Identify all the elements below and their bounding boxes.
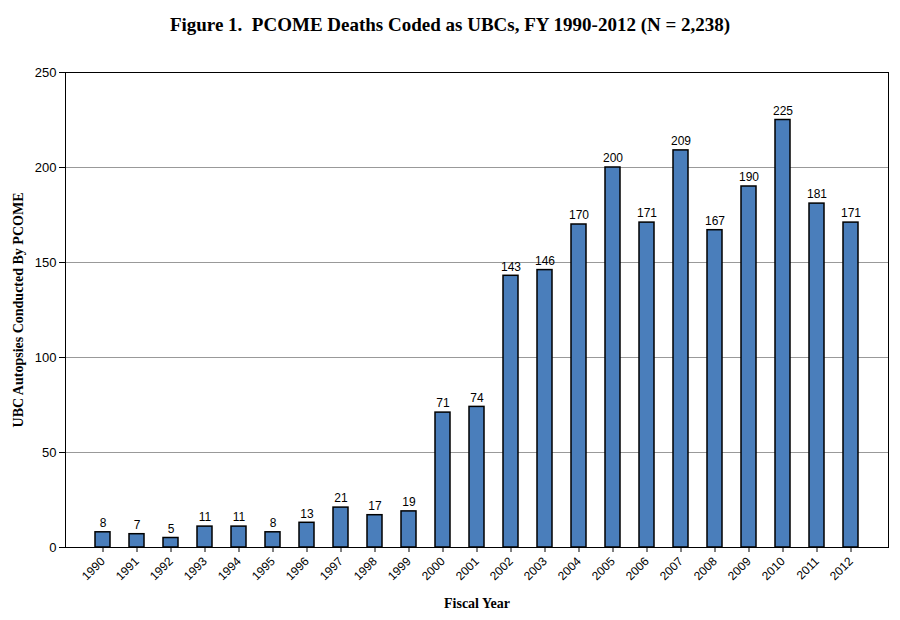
svg-text:71: 71 [436, 396, 450, 410]
svg-text:209: 209 [671, 134, 691, 148]
svg-text:13: 13 [300, 507, 314, 521]
svg-text:1996: 1996 [283, 554, 312, 583]
svg-text:171: 171 [637, 206, 657, 220]
svg-text:1993: 1993 [181, 554, 210, 583]
svg-text:170: 170 [569, 208, 589, 222]
svg-text:21: 21 [334, 491, 348, 505]
svg-text:1992: 1992 [147, 554, 176, 583]
svg-text:167: 167 [705, 214, 725, 228]
svg-text:1998: 1998 [351, 554, 380, 583]
svg-text:74: 74 [470, 391, 484, 405]
svg-text:19: 19 [402, 495, 416, 509]
svg-text:2005: 2005 [589, 554, 618, 583]
svg-text:225: 225 [773, 104, 793, 118]
svg-text:0: 0 [49, 540, 56, 555]
svg-text:250: 250 [35, 65, 57, 80]
svg-text:17: 17 [368, 499, 382, 513]
svg-text:1994: 1994 [215, 554, 244, 583]
svg-text:2006: 2006 [623, 554, 652, 583]
svg-text:146: 146 [535, 254, 555, 268]
svg-text:5: 5 [168, 522, 175, 536]
svg-text:200: 200 [35, 160, 57, 175]
svg-text:190: 190 [739, 170, 759, 184]
svg-text:200: 200 [603, 151, 623, 165]
svg-text:143: 143 [501, 260, 521, 274]
svg-text:11: 11 [233, 510, 246, 524]
svg-text:100: 100 [35, 350, 57, 365]
svg-text:2000: 2000 [419, 554, 448, 583]
svg-text:2011: 2011 [794, 554, 822, 582]
svg-text:1995: 1995 [249, 554, 278, 583]
svg-text:1990: 1990 [79, 554, 108, 583]
svg-text:2010: 2010 [759, 554, 788, 583]
svg-text:1999: 1999 [385, 554, 414, 583]
svg-text:2003: 2003 [521, 554, 550, 583]
svg-text:8: 8 [270, 516, 277, 530]
svg-text:8: 8 [100, 516, 107, 530]
svg-text:11: 11 [199, 510, 212, 524]
svg-text:2009: 2009 [725, 554, 754, 583]
svg-text:150: 150 [35, 255, 57, 270]
svg-text:2002: 2002 [487, 554, 516, 583]
svg-text:181: 181 [807, 187, 827, 201]
svg-text:2008: 2008 [691, 554, 720, 583]
svg-text:Fiscal Year: Fiscal Year [444, 596, 510, 611]
svg-text:2012: 2012 [827, 554, 856, 583]
svg-text:50: 50 [42, 445, 56, 460]
svg-text:7: 7 [134, 518, 141, 532]
svg-text:1997: 1997 [317, 554, 346, 583]
svg-text:2004: 2004 [555, 554, 584, 583]
svg-text:2007: 2007 [657, 554, 686, 583]
svg-text:2001: 2001 [453, 554, 482, 583]
svg-text:1991: 1991 [113, 554, 142, 583]
svg-text:UBC Autopsies Conducted By PCO: UBC Autopsies Conducted By PCOME [11, 193, 26, 428]
html-text:Figure 1. PCOME Deaths Coded a: Figure 1. PCOME Deaths Coded as UBCs, FY… [169, 14, 731, 35]
svg-text:171: 171 [841, 206, 861, 220]
